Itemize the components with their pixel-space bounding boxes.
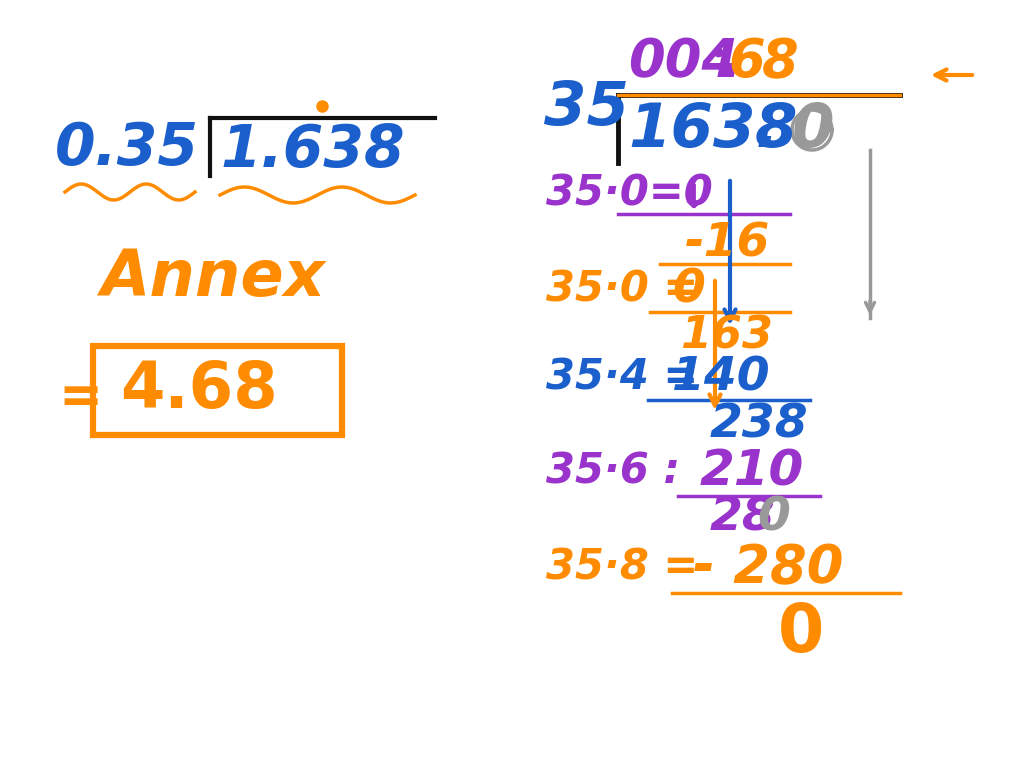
Text: 0.35: 0.35 — [55, 120, 199, 177]
Text: 28: 28 — [710, 495, 776, 541]
Text: 35·0=0: 35·0=0 — [546, 172, 713, 214]
Text: 210: 210 — [700, 448, 804, 496]
Text: - 280: - 280 — [693, 542, 844, 594]
Text: 0: 0 — [672, 267, 705, 313]
Text: 8: 8 — [762, 36, 799, 88]
Text: 163: 163 — [680, 315, 773, 357]
Text: Annex: Annex — [100, 247, 325, 309]
Text: 8: 8 — [755, 101, 798, 160]
Text: =: = — [58, 372, 102, 424]
Text: 4.68: 4.68 — [120, 359, 278, 421]
FancyBboxPatch shape — [93, 346, 342, 435]
Text: -16: -16 — [685, 221, 770, 266]
Text: ↓: ↓ — [680, 181, 708, 214]
Text: .: . — [722, 36, 742, 88]
Text: 35·0 =: 35·0 = — [546, 269, 698, 311]
Text: 0: 0 — [778, 600, 824, 666]
Text: 004: 004 — [628, 36, 738, 88]
Text: 140: 140 — [672, 356, 771, 400]
Text: 238: 238 — [710, 402, 809, 448]
Text: 163.: 163. — [628, 101, 778, 160]
Text: 35: 35 — [544, 78, 629, 137]
Text: 35·6 :: 35·6 : — [546, 451, 680, 493]
Text: 0: 0 — [792, 101, 835, 160]
Text: 35·4 =: 35·4 = — [546, 357, 698, 399]
Text: 1.638: 1.638 — [220, 121, 404, 178]
Text: 6: 6 — [728, 36, 765, 88]
Text: 35·8 =: 35·8 = — [546, 547, 698, 589]
Text: 0: 0 — [757, 495, 790, 541]
